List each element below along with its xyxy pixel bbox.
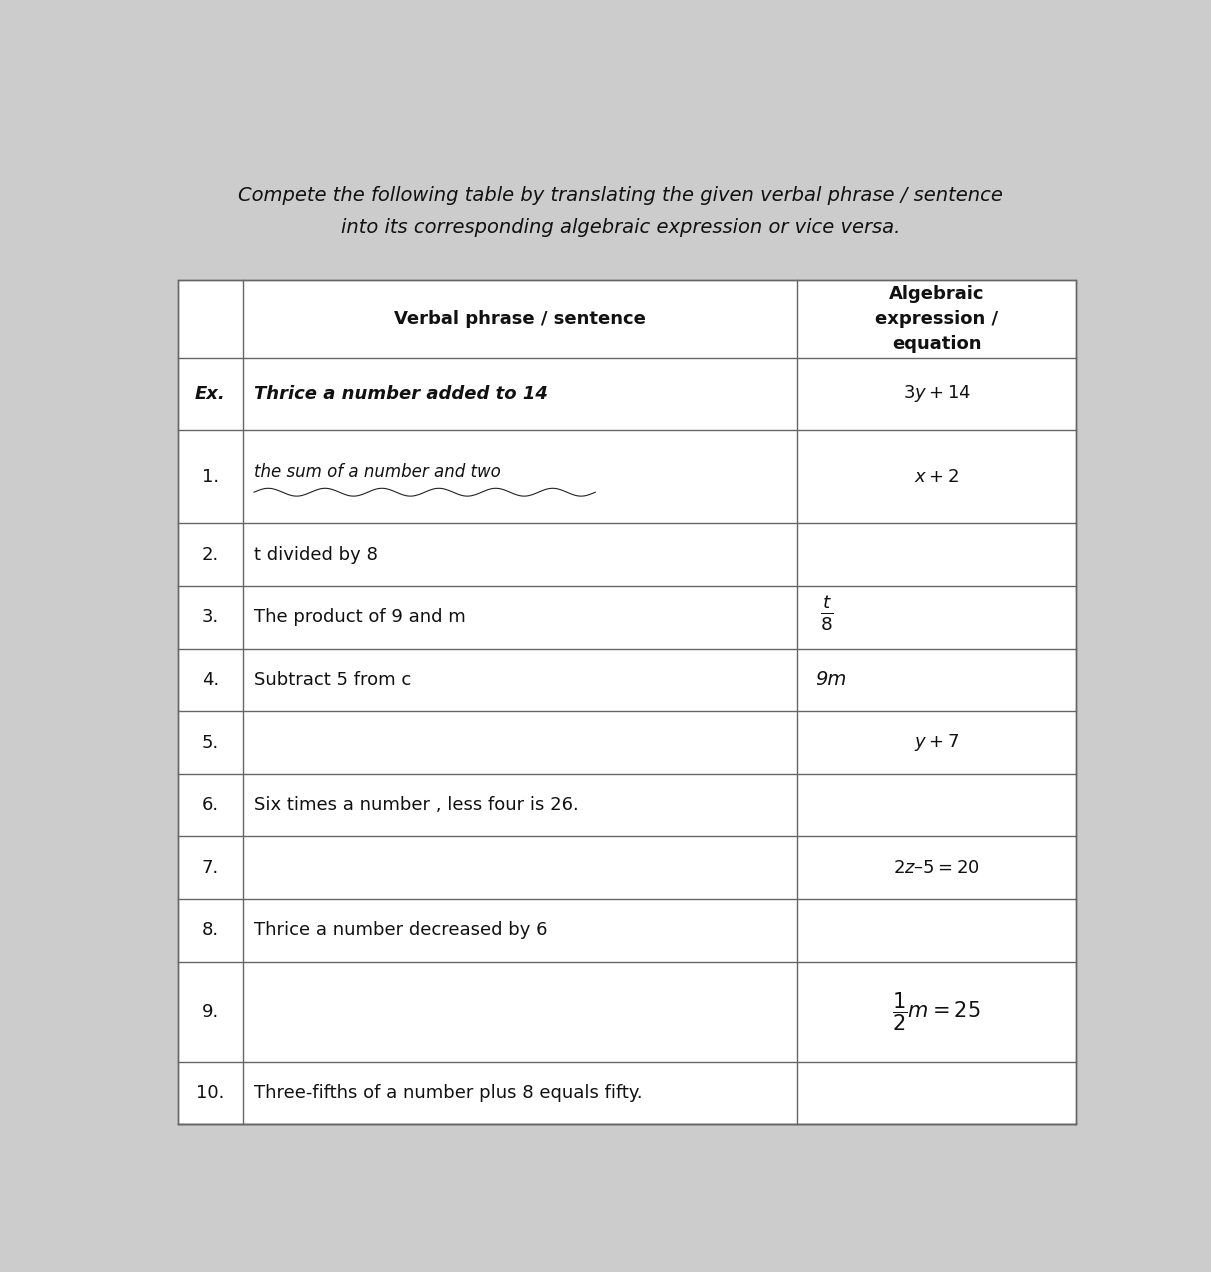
Text: $\frac{t}{8}$: $\frac{t}{8}$ bbox=[820, 594, 833, 633]
Text: Compete the following table by translating the given verbal phrase / sentence: Compete the following table by translati… bbox=[239, 186, 1003, 205]
Text: 3.: 3. bbox=[202, 608, 219, 626]
Text: 7.: 7. bbox=[202, 859, 219, 876]
Text: Three-fifths of a number plus 8 equals fifty.: Three-fifths of a number plus 8 equals f… bbox=[254, 1084, 643, 1102]
Text: Thrice a number added to 14: Thrice a number added to 14 bbox=[254, 384, 547, 403]
Text: $3y + 14$: $3y + 14$ bbox=[902, 383, 971, 404]
Text: 6.: 6. bbox=[202, 796, 219, 814]
Text: Ex.: Ex. bbox=[195, 384, 225, 403]
Text: $2z – 5 = 20$: $2z – 5 = 20$ bbox=[894, 859, 980, 876]
Text: 8.: 8. bbox=[202, 921, 219, 939]
Text: $y + 7$: $y + 7$ bbox=[914, 731, 959, 753]
Bar bbox=[178, 280, 1075, 1124]
Text: into its corresponding algebraic expression or vice versa.: into its corresponding algebraic express… bbox=[342, 218, 900, 237]
Text: 5.: 5. bbox=[202, 734, 219, 752]
Text: $x + 2$: $x + 2$ bbox=[914, 468, 959, 486]
Text: The product of 9 and m: The product of 9 and m bbox=[254, 608, 466, 626]
Text: 1.: 1. bbox=[202, 468, 219, 486]
Text: 2.: 2. bbox=[202, 546, 219, 563]
Text: Thrice a number decreased by 6: Thrice a number decreased by 6 bbox=[254, 921, 547, 939]
Text: Six times a number , less four is 26.: Six times a number , less four is 26. bbox=[254, 796, 579, 814]
Text: 4.: 4. bbox=[202, 670, 219, 689]
Text: t divided by 8: t divided by 8 bbox=[254, 546, 378, 563]
Text: 9m: 9m bbox=[815, 670, 846, 689]
Text: Algebraic
expression /
equation: Algebraic expression / equation bbox=[876, 285, 998, 352]
Text: 9.: 9. bbox=[202, 1002, 219, 1020]
Text: 10.: 10. bbox=[196, 1084, 224, 1102]
Text: Subtract 5 from c: Subtract 5 from c bbox=[254, 670, 412, 689]
Text: $\dfrac{1}{2}m = 25$: $\dfrac{1}{2}m = 25$ bbox=[893, 991, 981, 1033]
Text: the sum of a number and two: the sum of a number and two bbox=[254, 463, 500, 481]
Text: Verbal phrase / sentence: Verbal phrase / sentence bbox=[395, 310, 647, 328]
